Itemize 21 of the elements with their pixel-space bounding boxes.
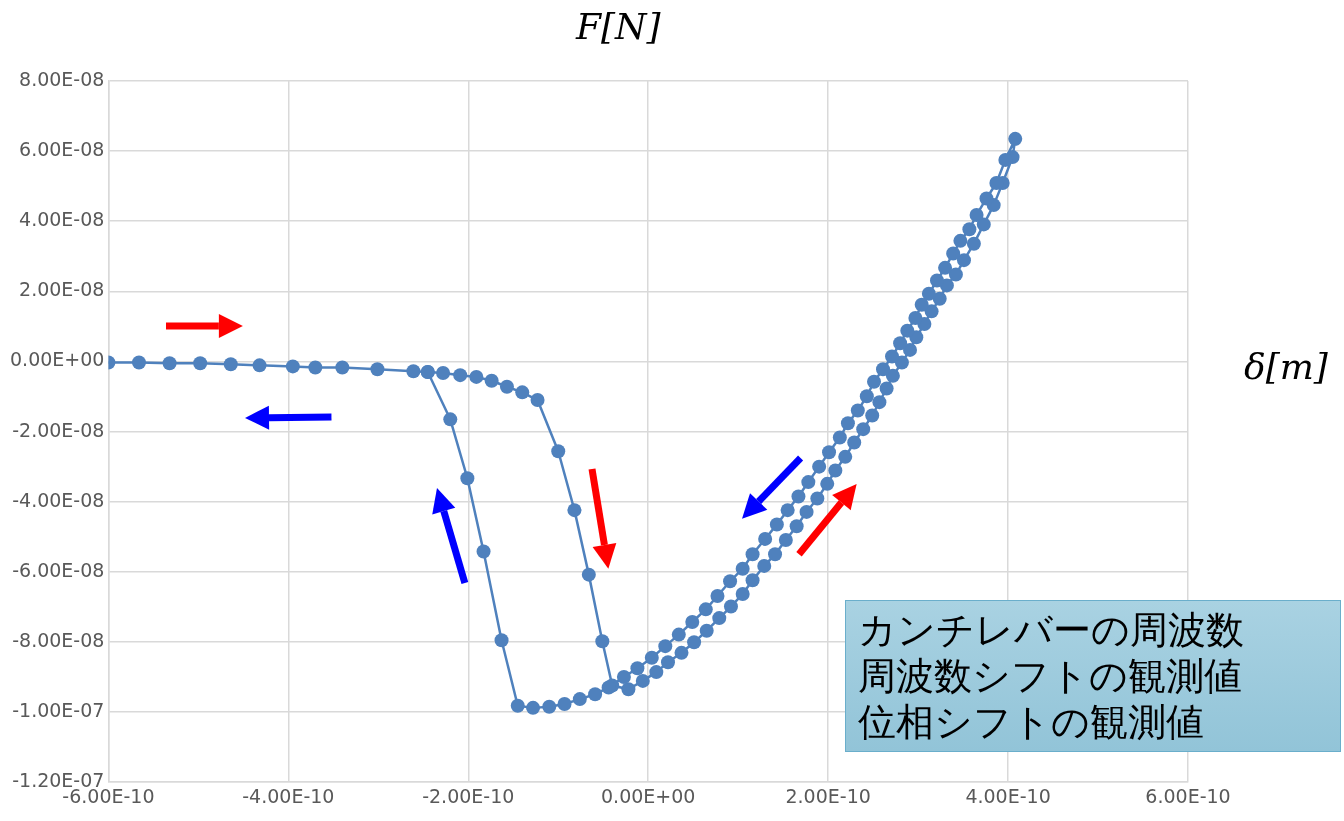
y-tick-label: -8.00E-08	[12, 628, 105, 651]
x-axis-title: δ[m]	[1244, 346, 1328, 387]
x-tick-label: -4.00E-10	[242, 784, 335, 807]
y-tick-label: 4.00E-08	[19, 208, 105, 231]
y-tick-label: -6.00E-08	[12, 558, 105, 581]
y-tick-label: -4.00E-08	[12, 488, 105, 511]
y-axis-title: F[N]	[576, 6, 661, 47]
x-tick-label: 0.00E+00	[601, 784, 696, 807]
y-tick-label: 8.00E-08	[19, 67, 105, 90]
x-tick-label: 6.00E-10	[1145, 784, 1231, 807]
x-tick-label: 2.00E-10	[785, 784, 871, 807]
y-tick-label: 6.00E-08	[19, 138, 105, 161]
y-tick-label: 0.00E+00	[10, 348, 105, 371]
y-tick-label: 2.00E-08	[19, 278, 105, 301]
annotation: 位相シフトの観測値	[858, 699, 1205, 745]
y-tick-label: -2.00E-08	[12, 418, 105, 441]
x-tick-label: 4.00E-10	[965, 784, 1051, 807]
annotation: 周波数シフトの観測値	[858, 653, 1243, 699]
annotation: カンチレバーの周波数	[858, 607, 1245, 653]
x-tick-label: -2.00E-10	[422, 784, 515, 807]
y-tick-label: -1.00E-07	[12, 699, 105, 722]
